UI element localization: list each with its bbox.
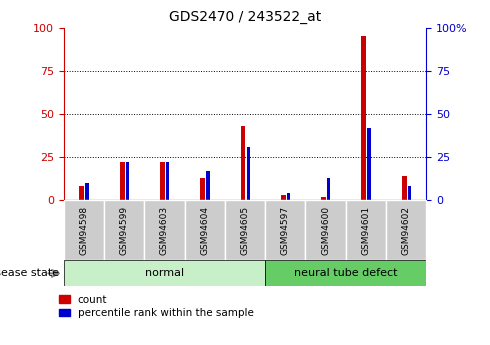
Bar [166,162,169,200]
Bar [206,171,210,200]
Text: GSM94601: GSM94601 [361,206,370,255]
Bar [241,126,245,200]
Bar [246,147,250,200]
Text: normal: normal [145,268,184,278]
FancyBboxPatch shape [265,200,305,260]
Bar [408,186,411,200]
Bar [327,178,330,200]
Text: GSM94599: GSM94599 [120,206,129,255]
FancyBboxPatch shape [225,200,265,260]
Bar [281,195,286,200]
Bar [160,162,165,200]
Bar [126,162,129,200]
Bar [362,36,366,200]
Text: GSM94598: GSM94598 [79,206,88,255]
Bar [64,260,265,286]
Text: disease state: disease state [0,268,59,278]
Bar [368,128,371,200]
Bar [85,183,89,200]
Bar [287,193,290,200]
FancyBboxPatch shape [185,200,225,260]
Bar [321,197,326,200]
Bar [265,260,426,286]
Text: neural tube defect: neural tube defect [294,268,397,278]
FancyBboxPatch shape [144,200,185,260]
Bar [79,186,84,200]
Text: GSM94603: GSM94603 [160,206,169,255]
Legend: count, percentile rank within the sample: count, percentile rank within the sample [59,295,254,318]
Text: GSM94604: GSM94604 [200,206,209,255]
FancyBboxPatch shape [104,200,144,260]
FancyBboxPatch shape [346,200,386,260]
Bar [402,176,407,200]
Text: GSM94597: GSM94597 [281,206,290,255]
Bar [120,162,124,200]
FancyBboxPatch shape [64,200,104,260]
Text: GSM94602: GSM94602 [402,206,411,255]
Bar [200,178,205,200]
Text: GSM94605: GSM94605 [241,206,249,255]
Text: GSM94600: GSM94600 [321,206,330,255]
Title: GDS2470 / 243522_at: GDS2470 / 243522_at [169,10,321,24]
FancyBboxPatch shape [305,200,346,260]
FancyBboxPatch shape [386,200,426,260]
